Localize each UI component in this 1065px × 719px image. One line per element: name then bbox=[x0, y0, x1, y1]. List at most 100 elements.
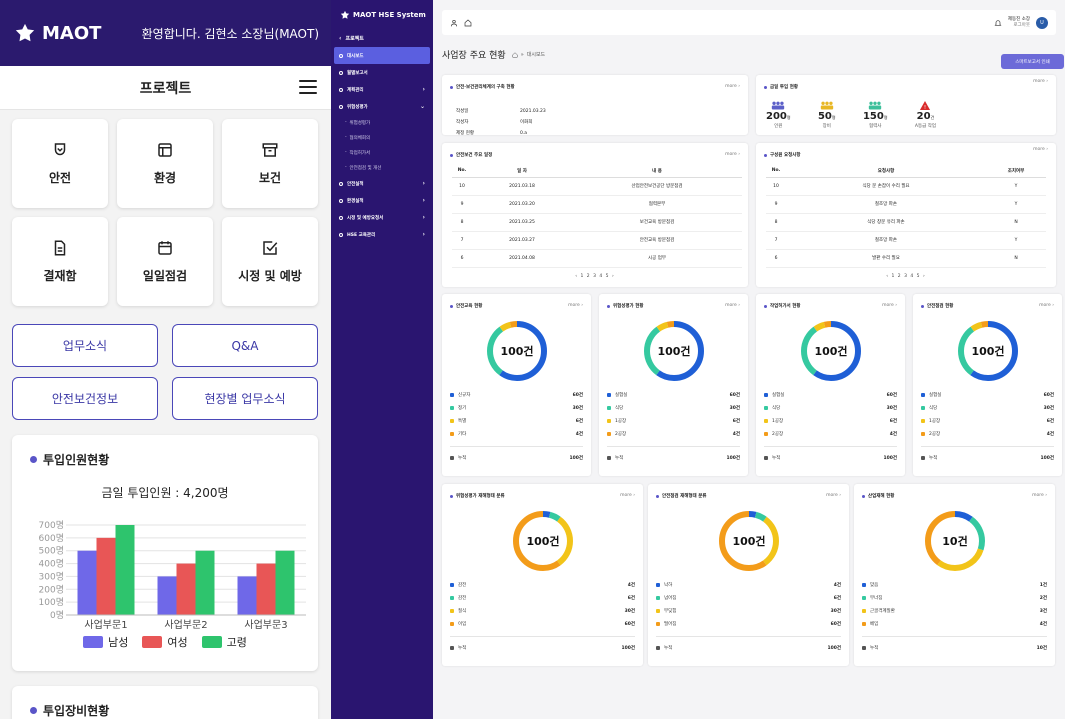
more-link[interactable]: more › bbox=[1033, 79, 1048, 84]
table-row[interactable]: 10 2021.03.18 산업안전보건공단 방문점검 bbox=[452, 177, 742, 196]
more-link[interactable]: more › bbox=[568, 303, 583, 308]
shortcut-button-1[interactable]: 업무소식 bbox=[12, 324, 158, 367]
table-row[interactable]: 6 발판 수리 필요 N bbox=[766, 249, 1046, 268]
stat-item[interactable]: 150명 협력사 bbox=[863, 101, 888, 129]
shortcut-button-4[interactable]: 현장별 업무소식 bbox=[172, 377, 318, 420]
menu-tile-1[interactable]: 안전 bbox=[12, 119, 108, 208]
stat-item[interactable]: ! 20건 A등급 작업 bbox=[915, 101, 936, 129]
table-row[interactable]: 7 2021.03.27 안전교육 방문점검 bbox=[452, 231, 742, 250]
more-link[interactable]: more › bbox=[620, 493, 635, 498]
table-row[interactable]: 9 2021.03.20 협력본부 bbox=[452, 195, 742, 214]
sidebar-subitem[interactable]: - 협의체회의 bbox=[331, 130, 433, 145]
sidebar-logo[interactable]: MAOT HSE System bbox=[331, 0, 433, 30]
legend-label: 질식 bbox=[458, 609, 467, 614]
sidebar-item[interactable]: 안전실적 › bbox=[331, 175, 433, 192]
legend-value: 30건 bbox=[572, 406, 583, 411]
dash: - bbox=[345, 165, 350, 170]
total-label: 누적 bbox=[929, 456, 938, 461]
sidebar-item[interactable]: 대시보드 bbox=[334, 47, 430, 64]
shortcut-button-3[interactable]: 안전보건정보 bbox=[12, 377, 158, 420]
user-info[interactable]: 제동진 소장 로그아웃 bbox=[1008, 17, 1030, 28]
table-cell: 2021.03.27 bbox=[472, 231, 572, 250]
hamburger-menu-icon[interactable] bbox=[299, 80, 317, 94]
legend-label: 감전 bbox=[458, 583, 467, 588]
sidebar-item[interactable]: 계획관리 › bbox=[331, 81, 433, 98]
mobile-logo-text: MAOT bbox=[42, 22, 102, 44]
table-row[interactable]: 6 2021.04.08 시공 업무 bbox=[452, 249, 742, 268]
sidebar-item[interactable]: 환경실적 › bbox=[331, 192, 433, 209]
legend-swatch bbox=[656, 596, 660, 600]
total-row: 누적 10건 bbox=[862, 645, 1047, 651]
sidebar-subitem[interactable]: - 안전점검 및 개선 bbox=[331, 160, 433, 175]
legend-swatch bbox=[142, 636, 163, 648]
sidebar-back-link[interactable]: ‹ 프로젝트 bbox=[331, 30, 433, 47]
home-icon[interactable] bbox=[464, 19, 472, 27]
legend-value: 30건 bbox=[624, 609, 635, 614]
sidebar-item[interactable]: 위험성평가 ⌄ bbox=[331, 98, 433, 115]
more-link[interactable]: more › bbox=[882, 303, 897, 308]
stat-item[interactable]: 200명 인원 bbox=[766, 101, 791, 129]
legend-row: 1공장 6건 bbox=[764, 418, 897, 424]
more-link[interactable]: more › bbox=[1039, 303, 1054, 308]
home-icon[interactable] bbox=[512, 51, 518, 58]
circle-icon bbox=[339, 198, 343, 203]
sidebar-item[interactable]: 월별보고서 bbox=[331, 64, 433, 81]
legend-label: 고령 bbox=[226, 636, 247, 649]
bar-남성-사업부문3 bbox=[237, 576, 257, 615]
stat-label: A등급 작업 bbox=[914, 124, 936, 129]
logout-link[interactable]: 로그아웃 bbox=[1013, 22, 1030, 28]
total-row: 누적 100건 bbox=[450, 645, 635, 651]
pagination[interactable]: ‹ 1 2 3 4 5 › bbox=[886, 274, 926, 279]
menu-tile-2[interactable]: 환경 bbox=[117, 119, 213, 208]
card-title: 안전보건 주요 일정 bbox=[450, 152, 492, 158]
table-row[interactable]: 7 철조망 파손 Y bbox=[766, 231, 1046, 250]
table-row[interactable]: 10 식당 문 손잡이 수리 필요 Y bbox=[766, 177, 1046, 196]
table-row[interactable]: 8 2021.03.25 보건교육 방문점검 bbox=[452, 213, 742, 232]
sidebar-item[interactable]: 시정 및 예방요청서 › bbox=[331, 209, 433, 226]
mobile-app-panel: MAOT 환영합니다. 김현소 소장님(MAOT) 프로젝트 안전 환경 보건 결재함… bbox=[0, 0, 331, 719]
archive-icon bbox=[262, 143, 278, 157]
more-link[interactable]: more › bbox=[725, 303, 740, 308]
user-icon[interactable] bbox=[450, 19, 458, 27]
menu-tile-6[interactable]: 시정 및 예방 bbox=[222, 217, 318, 306]
shortcut-button-2[interactable]: Q&A bbox=[172, 324, 318, 367]
card-title: 위험성평가 현황 bbox=[607, 303, 644, 309]
sidebar: MAOT HSE System ‹ 프로젝트 대시보드 월별보고서 계획관리 › 위험성… bbox=[331, 0, 433, 719]
donut-chart: 100건 bbox=[486, 321, 547, 381]
breadcrumb-current: 대시보드 bbox=[526, 52, 546, 58]
legend-row: 1공장 6건 bbox=[921, 418, 1054, 424]
table-row[interactable]: 8 식당 창문 유리 파손 N bbox=[766, 213, 1046, 232]
avatar[interactable]: U bbox=[1036, 16, 1048, 29]
sidebar-subitem[interactable]: - 위험성평가 bbox=[331, 115, 433, 130]
menu-tile-3[interactable]: 보건 bbox=[222, 119, 318, 208]
mobile-logo[interactable]: MAOT bbox=[14, 22, 101, 44]
more-link[interactable]: more › bbox=[725, 152, 740, 157]
menu-tile-5[interactable]: 일일점검 bbox=[117, 217, 213, 306]
legend-item: 여성 bbox=[142, 634, 188, 650]
more-link[interactable]: more › bbox=[826, 493, 841, 498]
more-link[interactable]: more › bbox=[725, 84, 740, 89]
more-link[interactable]: more › bbox=[1033, 147, 1048, 152]
page-title-text: 사업장 주요 현황 bbox=[442, 51, 506, 61]
donut-segment bbox=[643, 321, 704, 381]
bell-icon[interactable] bbox=[994, 19, 1002, 27]
more-link[interactable]: more › bbox=[1032, 493, 1047, 498]
donut-card: 안전점검 현황 more › 100건 실험실 60건 식당 30건 1공장 6건 2공장 4건 누적… bbox=[913, 294, 1062, 476]
donut-center-label: 100건 bbox=[971, 344, 1004, 358]
sidebar-subitem[interactable]: - 작업허가서 bbox=[331, 145, 433, 160]
stat-item[interactable]: 50명 장비 bbox=[818, 101, 836, 129]
stat-label: 장비 bbox=[822, 124, 831, 129]
print-report-button[interactable]: 스마트보고서 인쇄 bbox=[1001, 54, 1064, 69]
mobile-title-bar: 프로젝트 bbox=[0, 66, 331, 110]
workforce-title-text: 투입인원현황 bbox=[43, 453, 110, 467]
menu-tile-4[interactable]: 결재함 bbox=[12, 217, 108, 306]
sidebar-item[interactable]: HSE 교육관리 › bbox=[331, 226, 433, 243]
total-value: 100건 bbox=[827, 646, 841, 651]
pagination[interactable]: ‹ 1 2 3 4 5 › bbox=[575, 274, 615, 279]
table-row[interactable]: 9 철조망 파손 Y bbox=[766, 195, 1046, 214]
legend-value: 6건 bbox=[575, 419, 583, 424]
legend-swatch bbox=[201, 636, 222, 648]
legend-value: 3건 bbox=[1039, 609, 1047, 614]
legend-swatch bbox=[607, 406, 611, 410]
donut-chart: 100건 bbox=[957, 321, 1018, 381]
